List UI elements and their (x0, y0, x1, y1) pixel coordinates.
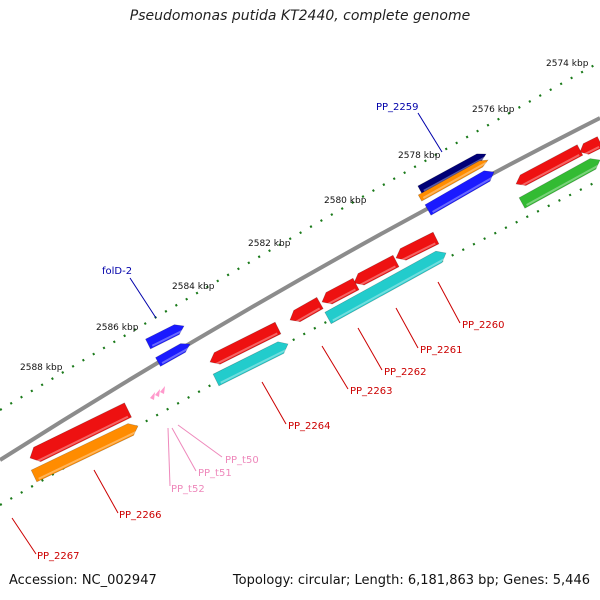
backbone-line (0, 116, 600, 462)
gene-arrow-cyan-2 (212, 341, 289, 387)
gene-arrow-r2-highlight (584, 146, 600, 156)
leader-line (261, 381, 287, 425)
gene-arrow-pp2264-highlight (214, 332, 278, 366)
leader-line (93, 469, 119, 514)
leader-line (11, 517, 37, 555)
gene-arrow-cyan-1-highlight (332, 257, 447, 322)
gene-arrow-pp2262 (321, 277, 360, 305)
gene-arrow-pp2261-highlight (358, 265, 396, 287)
gene-label: PP_2267 (37, 551, 80, 562)
gene-arrow-pp2260-highlight (400, 242, 436, 262)
gene-arrow-pp2262-highlight (326, 288, 356, 306)
gene-arrow-cyan-2-highlight (220, 348, 288, 384)
gene-arrow-pp2260 (395, 231, 440, 261)
scale-label: 2584 kbp (172, 282, 215, 292)
trna-arrow-1 (150, 392, 155, 400)
trna-arrow-3 (160, 386, 165, 394)
label-leaders (11, 112, 461, 555)
gene-label: folD-2 (102, 266, 132, 277)
gene-arrow-fold2-a (145, 324, 185, 350)
scale-label: 2574 kbp (546, 59, 589, 69)
genome-summary-text: Topology: circular; Length: 6,181,863 bp… (232, 573, 590, 588)
scale-label: 2578 kbp (398, 151, 441, 161)
gene-arrow-r1-highlight (520, 154, 580, 188)
leader-line (167, 427, 171, 487)
scale-label: 2582 kbp (248, 239, 291, 249)
gene-arrow-r1 (515, 144, 584, 186)
scale-labels: 2574 kbp 2576 kbp 2578 kbp 2580 kbp 2582 kbp… (20, 59, 589, 373)
gene-arrow-pp2263 (289, 296, 324, 323)
gene-label: PP_2261 (420, 345, 463, 356)
scale-label: 2588 kbp (20, 363, 63, 373)
gene-label: PP_2262 (384, 367, 427, 378)
gene-label: PP_t51 (198, 468, 232, 479)
gene-label: PP_2264 (288, 421, 331, 432)
gene-label: PP_2266 (119, 510, 162, 521)
gene-arrow-pp2259-navy-highlight (423, 156, 486, 192)
gene-arrow-fold2-b-highlight (161, 347, 190, 365)
gene-arrow-green-highlight (526, 164, 600, 206)
leader-line (395, 307, 419, 349)
gene-arrow-pp2259-blue (424, 170, 495, 216)
map-title: Pseudomonas putida KT2440, complete geno… (129, 8, 471, 24)
gene-arrow-orange-lower-highlight (38, 430, 138, 480)
gene-arrow-fold2-a-highlight (151, 329, 184, 347)
scale-label: 2576 kbp (472, 105, 515, 115)
scale-label: 2586 kbp (96, 323, 139, 333)
gene-arrow-pp2263-highlight (294, 307, 321, 324)
gene-arrow-r2 (579, 136, 600, 155)
tick-marks (0, 61, 600, 506)
scale-label: 2580 kbp (324, 196, 367, 206)
gene-label: PP_t50 (225, 455, 259, 466)
gene-features (29, 136, 600, 483)
gene-arrow-pp2264 (209, 321, 282, 365)
gene-labels: PP_2259 folD-2 PP_2260 PP_2261 PP_2262 PP_226… (37, 102, 505, 562)
gene-arrow-pp2259-orange (417, 159, 489, 202)
gene-label: PP_2260 (462, 320, 505, 331)
leader-line (417, 112, 443, 153)
leader-line (437, 281, 461, 324)
leader-line (177, 424, 223, 458)
gene-arrow-green (518, 158, 600, 209)
gene-label: PP_t52 (171, 484, 205, 495)
leader-line (357, 327, 383, 371)
outer-tick-track (0, 61, 600, 411)
gene-arrow-pp2259-blue-highlight (432, 176, 494, 213)
gene-arrow-cyan-1 (324, 250, 447, 325)
leader-line (171, 427, 197, 472)
gene-arrow-pp2259-orange-highlight (422, 161, 487, 199)
trna-arrow-2 (155, 389, 160, 397)
genome-backbone (0, 116, 600, 462)
leader-line (321, 345, 349, 390)
gene-arrow-fold2-b (155, 343, 191, 367)
leader-line (129, 277, 157, 319)
gene-label: PP_2259 (376, 102, 419, 113)
accession-text: Accession: NC_002947 (9, 573, 157, 588)
gene-arrow-pp2266-highlight (34, 415, 129, 463)
gene-arrow-orange-lower (30, 423, 139, 483)
gene-label: PP_2263 (350, 386, 393, 397)
gene-arrow-pp2266 (29, 402, 132, 462)
gene-arrow-pp2261 (353, 254, 400, 286)
